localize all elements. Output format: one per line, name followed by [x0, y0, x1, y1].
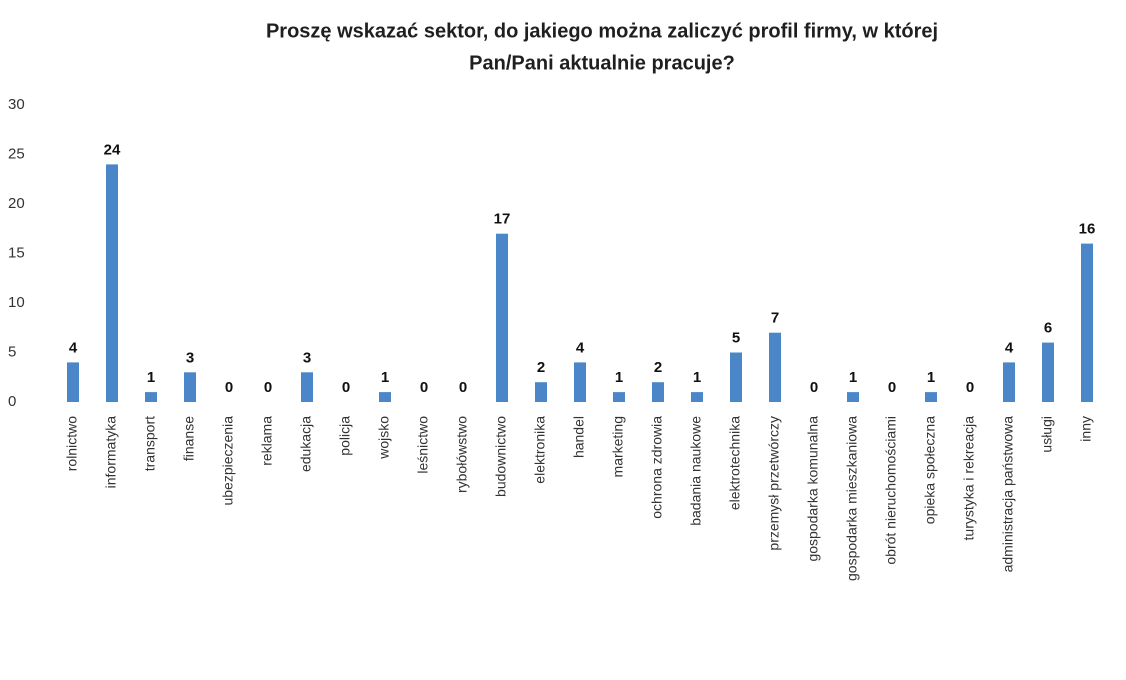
x-tick-label: elektronika: [532, 416, 548, 484]
x-tick-label: elektrotechnika: [727, 416, 743, 510]
bar: [574, 362, 586, 402]
value-label: 7: [771, 310, 779, 327]
value-label: 0: [888, 379, 896, 396]
y-tick-label: 0: [8, 393, 16, 410]
value-label: 1: [615, 369, 623, 386]
bar: [925, 392, 937, 402]
x-tick-label: gospodarka mieszkaniowa: [844, 416, 860, 581]
x-tick-label: administracja państwowa: [1000, 416, 1016, 573]
x-tick-label: inny: [1078, 416, 1094, 442]
chart-title: Pan/Pani aktualnie pracuje?: [469, 52, 735, 74]
value-label: 4: [69, 339, 78, 356]
x-tick-label: opieka społeczna: [922, 416, 938, 524]
bar: [652, 382, 664, 402]
bar: [847, 392, 859, 402]
x-tick-label: transport: [142, 416, 158, 471]
bar: [1003, 362, 1015, 402]
chart-title: Proszę wskazać sektor, do jakiego można …: [266, 20, 938, 42]
x-tick-label: budownictwo: [493, 416, 509, 497]
x-tick-label: wojsko: [376, 416, 392, 460]
bar: [535, 382, 547, 402]
x-tick-label: przemysł przetwórczy: [766, 416, 782, 551]
value-label: 0: [342, 379, 350, 396]
value-label: 5: [732, 329, 740, 346]
value-label: 3: [303, 349, 311, 366]
y-tick-label: 25: [8, 145, 25, 162]
x-tick-label: turystyka i rekreacja: [961, 416, 977, 541]
bar: [1081, 243, 1093, 402]
bar: [379, 392, 391, 402]
value-label: 0: [264, 379, 272, 396]
value-label: 2: [654, 359, 662, 376]
x-tick-label: obrót nieruchomościami: [883, 416, 899, 565]
y-tick-label: 15: [8, 244, 25, 261]
x-tick-label: ochrona zdrowia: [649, 416, 665, 519]
bar: [1042, 342, 1054, 402]
x-tick-label: policja: [337, 416, 353, 456]
bar: [145, 392, 157, 402]
value-label: 0: [225, 379, 233, 396]
bar: [301, 372, 313, 402]
bar: [184, 372, 196, 402]
value-label: 1: [381, 369, 389, 386]
bar: [106, 164, 118, 402]
value-label: 24: [104, 141, 121, 158]
value-label: 0: [810, 379, 818, 396]
value-label: 0: [459, 379, 467, 396]
value-label: 0: [966, 379, 974, 396]
y-tick-label: 5: [8, 343, 16, 360]
x-tick-label: leśnictwo: [415, 416, 431, 474]
value-label: 1: [693, 369, 701, 386]
value-label: 2: [537, 359, 545, 376]
value-label: 6: [1044, 320, 1052, 337]
x-tick-label: informatyka: [103, 416, 119, 489]
x-tick-label: badania naukowe: [688, 416, 704, 526]
y-tick-label: 20: [8, 195, 25, 212]
y-tick-label: 30: [8, 96, 25, 113]
value-label: 17: [494, 211, 511, 228]
value-label: 4: [576, 339, 585, 356]
value-label: 3: [186, 349, 194, 366]
value-label: 16: [1079, 221, 1096, 238]
x-tick-label: rybołówstwo: [454, 416, 470, 493]
x-tick-label: marketing: [610, 416, 626, 477]
bar: [691, 392, 703, 402]
value-label: 1: [927, 369, 935, 386]
value-label: 4: [1005, 339, 1014, 356]
value-label: 0: [420, 379, 428, 396]
x-tick-label: usługi: [1039, 416, 1055, 453]
bar: [613, 392, 625, 402]
bar: [67, 362, 79, 402]
value-label: 1: [849, 369, 857, 386]
x-tick-label: reklama: [259, 416, 275, 466]
x-tick-label: rolnictwo: [64, 416, 80, 471]
y-tick-label: 10: [8, 294, 25, 311]
bar: [730, 352, 742, 402]
x-tick-label: edukacja: [298, 416, 314, 472]
x-tick-label: finanse: [181, 416, 197, 461]
bar: [769, 332, 781, 402]
x-tick-label: gospodarka komunalna: [805, 416, 821, 562]
value-label: 1: [147, 369, 155, 386]
x-tick-label: handel: [571, 416, 587, 458]
x-tick-label: ubezpieczenia: [220, 416, 236, 506]
bar: [496, 233, 508, 402]
